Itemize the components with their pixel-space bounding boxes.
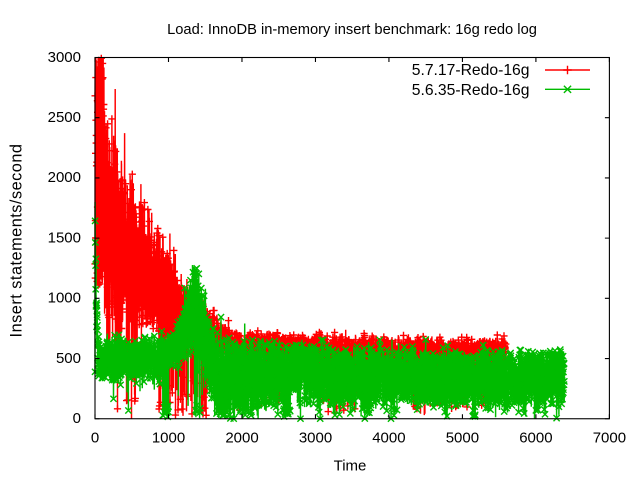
- svg-text:2000: 2000: [48, 169, 81, 186]
- svg-text:3000: 3000: [48, 49, 81, 66]
- svg-text:2000: 2000: [225, 430, 258, 447]
- svg-text:1000: 1000: [48, 290, 81, 307]
- svg-text:Insert statements/second: Insert statements/second: [8, 144, 26, 338]
- svg-text:Time: Time: [334, 457, 367, 474]
- svg-text:5.7.17-Redo-16g: 5.7.17-Redo-16g: [412, 62, 530, 79]
- svg-text:500: 500: [56, 350, 81, 367]
- svg-text:5.6.35-Redo-16g: 5.6.35-Redo-16g: [412, 82, 530, 99]
- svg-text:7000: 7000: [593, 430, 626, 447]
- svg-text:1000: 1000: [152, 430, 185, 447]
- svg-text:2500: 2500: [48, 109, 81, 126]
- svg-text:Load: InnoDB in-memory insert: Load: InnoDB in-memory insert benchmark:…: [167, 22, 537, 38]
- svg-text:4000: 4000: [372, 430, 405, 447]
- svg-text:0: 0: [73, 410, 81, 427]
- svg-text:5000: 5000: [446, 430, 479, 447]
- svg-text:3000: 3000: [299, 430, 332, 447]
- svg-text:0: 0: [91, 430, 99, 447]
- svg-text:6000: 6000: [519, 430, 552, 447]
- svg-text:1500: 1500: [48, 229, 81, 246]
